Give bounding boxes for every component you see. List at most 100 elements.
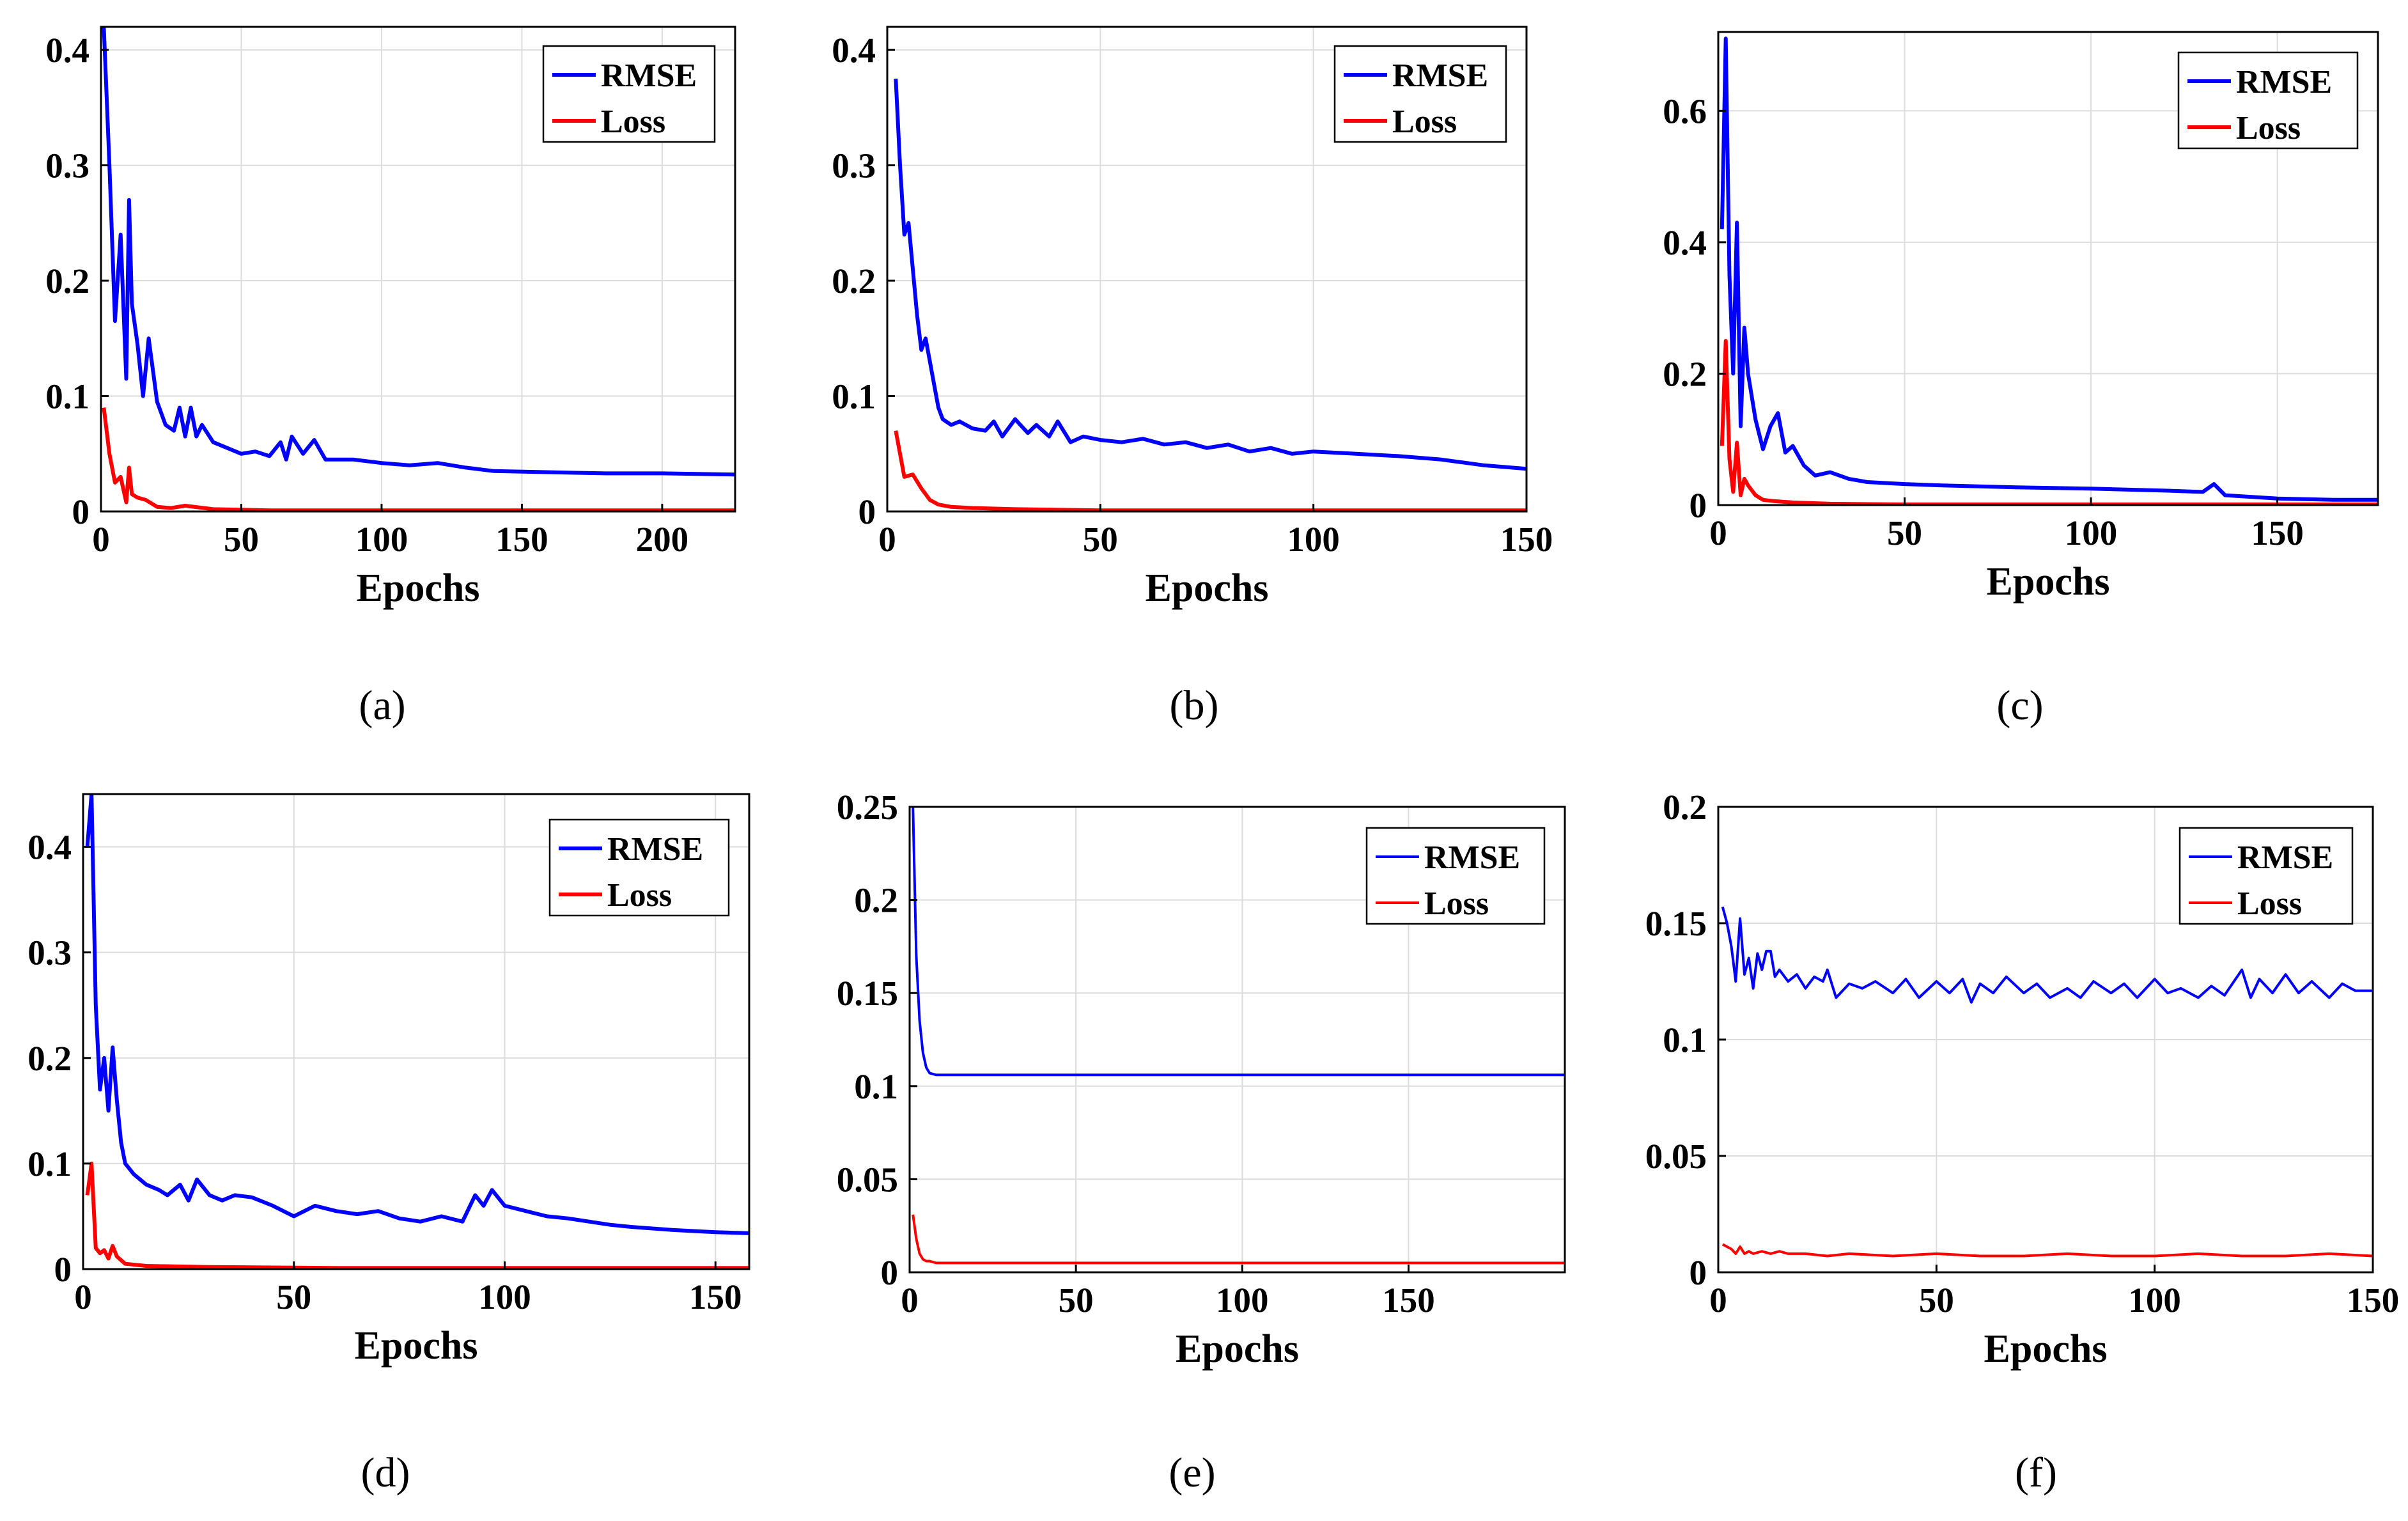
x-tick-label: 50 [1059, 1281, 1094, 1320]
y-tick-label: 0.6 [1663, 91, 1707, 130]
legend-label-loss: Loss [1424, 885, 1489, 922]
series-line-loss [1720, 339, 2378, 505]
y-tick-label: 0.3 [45, 146, 89, 185]
y-tick-label: 0.1 [832, 377, 876, 416]
series-line-rmse [1720, 36, 2378, 502]
series-line-rmse [1721, 906, 2373, 1004]
x-tick-label: 50 [1083, 520, 1118, 559]
y-tick-label: 0 [881, 1253, 899, 1292]
x-tick-label: 50 [1919, 1281, 1954, 1320]
y-tick-label: 0.4 [1663, 223, 1707, 262]
chart-panel-b: 0 50 100 150 0 0.1 0.2 0.3 0.4 Epochs (b) RMSE Loss [832, 26, 1553, 729]
x-axis-label: Epochs [1987, 560, 2110, 604]
x-axis-label: Epochs [355, 1324, 478, 1368]
panel-caption: (c) [1996, 682, 2043, 729]
y-tick-label: 0 [858, 492, 876, 531]
legend-box [1333, 45, 1507, 143]
y-tick-label: 0.2 [1663, 788, 1707, 827]
x-tick-label: 150 [1382, 1281, 1435, 1320]
y-tick-label: 0.1 [854, 1067, 898, 1106]
plot-frame [100, 26, 736, 513]
panel-caption: (b) [1170, 682, 1219, 729]
y-tick-label: 0.05 [1645, 1137, 1707, 1176]
y-tick-label: 0.2 [854, 881, 898, 920]
x-tick-label: 100 [2128, 1281, 2181, 1320]
legend-box [548, 818, 730, 917]
x-tick-label: 0 [1709, 1281, 1727, 1320]
legend: RMSE Loss [1333, 45, 1507, 143]
legend-box [2179, 827, 2354, 925]
legend-label-loss: Loss [601, 104, 665, 140]
panel-caption: (a) [359, 682, 405, 729]
y-tick-label: 0.3 [832, 146, 876, 185]
y-tick-label: 0.05 [837, 1160, 898, 1199]
y-tick-label: 0.15 [837, 974, 898, 1013]
legend-label-rmse: RMSE [601, 58, 697, 94]
panel-caption: (e) [1169, 1449, 1215, 1496]
x-tick-label: 0 [92, 520, 110, 559]
y-tick-label: 0.25 [837, 788, 898, 827]
x-axis-label: Epochs [1984, 1327, 2108, 1371]
x-tick-label: 150 [1500, 520, 1553, 559]
plot-frame [886, 26, 1528, 513]
legend: RMSE Loss [2177, 51, 2359, 150]
x-tick-label: 0 [74, 1277, 92, 1316]
legend-label-loss: Loss [1392, 104, 1457, 140]
panel-caption: (d) [361, 1449, 410, 1496]
y-tick-label: 0.4 [27, 828, 72, 867]
chart-panel-c: 0 50 100 150 0 0.2 0.4 0.6 Epochs (c) RMSE Loss [1663, 31, 2379, 729]
x-tick-label: 50 [1887, 513, 1922, 552]
legend-label-loss: Loss [2236, 110, 2301, 146]
plot-frame [1717, 31, 2379, 506]
y-tick-label: 0.2 [1663, 354, 1707, 393]
x-axis-label: Epochs [1176, 1327, 1299, 1371]
y-tick-label: 0 [54, 1250, 72, 1289]
x-tick-label: 100 [355, 520, 408, 559]
series-line-loss [894, 430, 1526, 511]
x-tick-label: 100 [478, 1277, 531, 1316]
series-line-rmse [102, 27, 735, 477]
y-tick-label: 0.2 [832, 261, 876, 300]
x-tick-label: 0 [901, 1281, 919, 1320]
x-tick-label: 0 [1709, 513, 1727, 552]
x-tick-label: 50 [276, 1277, 311, 1316]
y-tick-label: 0 [1689, 1253, 1707, 1292]
y-tick-label: 0.1 [45, 377, 89, 416]
x-tick-label: 150 [2347, 1281, 2400, 1320]
y-tick-label: 0.2 [45, 261, 89, 300]
legend: RMSE Loss [548, 818, 730, 917]
plot-frame [908, 806, 1566, 1274]
y-tick-label: 0.1 [1663, 1020, 1707, 1059]
x-tick-label: 50 [224, 520, 259, 559]
chart-panel-d: 0 50 100 150 0 0.1 0.2 0.3 0.4 Epochs (d) RMSE Loss [27, 793, 750, 1496]
legend-label-rmse: RMSE [2237, 839, 2333, 876]
legend: RMSE Loss [2179, 827, 2354, 925]
x-tick-label: 150 [689, 1277, 742, 1316]
legend-box [2177, 51, 2359, 150]
legend-box [1365, 827, 1546, 925]
x-tick-label: 150 [2251, 513, 2304, 552]
legend-label-rmse: RMSE [2236, 64, 2332, 100]
series-line-loss [912, 1214, 1565, 1265]
y-tick-label: 0 [72, 492, 90, 531]
x-tick-label: 100 [1216, 1281, 1269, 1320]
x-axis-label: Epochs [357, 566, 480, 610]
legend-label-loss: Loss [2237, 885, 2302, 922]
y-tick-label: 0.3 [27, 933, 72, 972]
chart-panel-f: 0 50 100 150 0 0.05 0.1 0.15 0.2 Epochs (f) RMSE Los… [1645, 788, 2400, 1496]
series-line-loss [1721, 1243, 2373, 1258]
series-line-loss [85, 1161, 749, 1269]
x-tick-label: 100 [2065, 513, 2118, 552]
y-tick-label: 0.2 [27, 1039, 72, 1078]
y-tick-label: 0.15 [1645, 904, 1707, 943]
y-tick-label: 0.1 [27, 1144, 72, 1183]
series-line-rmse [912, 807, 1565, 1077]
x-tick-label: 150 [495, 520, 548, 559]
y-tick-label: 0.4 [45, 31, 89, 70]
y-tick-label: 0 [1689, 486, 1707, 525]
panel-caption: (f) [2015, 1449, 2057, 1496]
legend-label-rmse: RMSE [607, 831, 703, 868]
chart-panel-e: 0 50 100 150 0 0.05 0.1 0.15 0.2 0.25 Epochs (e) RMS… [837, 788, 1566, 1496]
legend-label-rmse: RMSE [1392, 58, 1488, 94]
